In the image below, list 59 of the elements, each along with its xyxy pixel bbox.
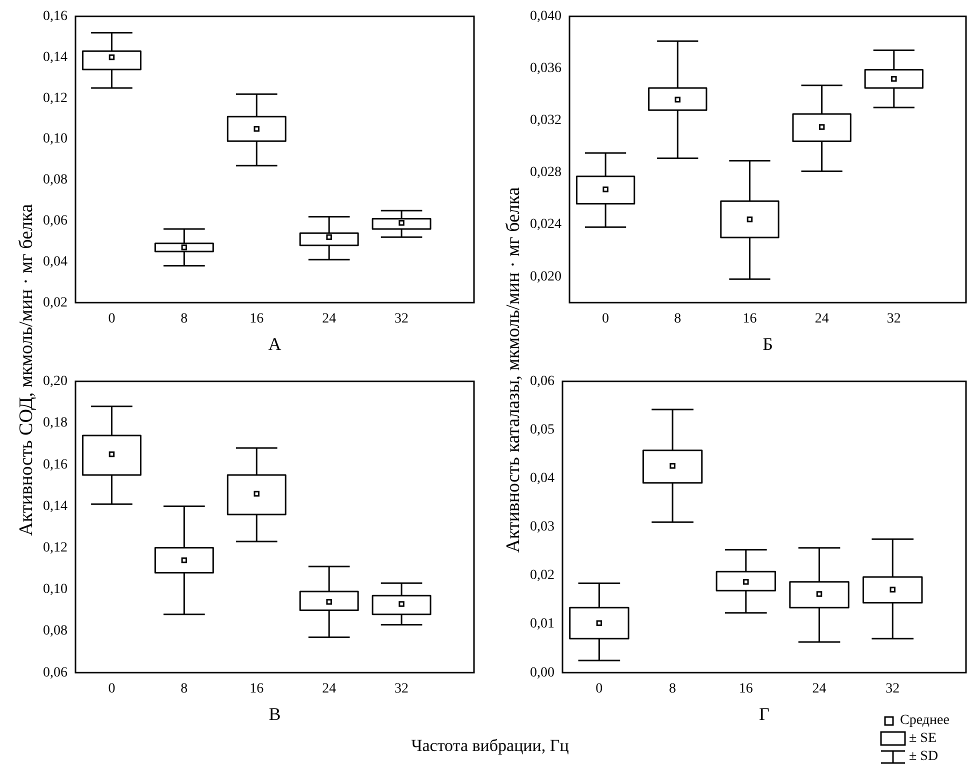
x-tick-label: 16: [250, 312, 264, 327]
text: ± SD: [909, 749, 938, 765]
y-tick-label: 0,08: [43, 624, 68, 639]
x-axis-title: А: [268, 334, 282, 354]
y-tick-label: 0,036: [530, 61, 562, 76]
x-tick-label: 24: [812, 682, 826, 697]
y-tick-label: 0,06: [43, 665, 68, 680]
x-tick-label: 8: [180, 682, 188, 697]
x-tick-label: 32: [394, 312, 409, 327]
y-tick-label: 0,12: [43, 540, 68, 556]
y-tick-label: 0,20: [43, 374, 68, 390]
x-tick-label: 0: [596, 682, 603, 697]
x-tick-label: 0: [602, 312, 610, 327]
x-tick-label: 8: [669, 682, 676, 697]
y-tick-label: 0,12: [43, 90, 68, 106]
y-tick-label: 0,08: [43, 172, 68, 188]
y-tick-label: 0,18: [43, 416, 68, 431]
x-axis-title: Г: [759, 704, 770, 724]
y-tick-label: 0,01: [530, 616, 554, 632]
x-tick-label: 24: [814, 312, 829, 327]
x-tick-label: 16: [250, 682, 264, 697]
x-tick-label: 0: [108, 312, 116, 327]
y-tick-label: 0,16: [43, 9, 68, 24]
x-tick-label: 24: [322, 312, 336, 327]
x-tick-label: 32: [886, 682, 900, 697]
x-axis-title: Б: [762, 334, 773, 354]
y-tick-label: 0,020: [530, 269, 562, 284]
y-tick-label: 0,06: [43, 214, 68, 228]
y-tick-label: 0,14: [43, 498, 68, 514]
y-tick-label: 0,00: [530, 665, 554, 680]
y-tick-label: 0,14: [43, 50, 68, 65]
x-tick-label: 0: [108, 682, 116, 697]
y-tick-label: 0,024: [530, 217, 562, 232]
x-tick-label: 8: [674, 312, 682, 327]
x-axis-title: В: [268, 704, 281, 724]
y-tick-label: 0,10: [43, 582, 68, 598]
y-tick-label: 0,03: [530, 520, 554, 535]
y-axis-title: Активность СОД, мкмоль/мин · мг белка: [16, 204, 38, 536]
text: ± SE: [909, 731, 937, 747]
y-tick-label: 0,02: [530, 568, 554, 584]
text: Среднее: [900, 713, 950, 729]
y-tick-label: 0,028: [530, 165, 562, 180]
x-tick-label: 32: [394, 682, 409, 697]
y-tick-label: 0,032: [530, 113, 562, 128]
y-tick-label: 0,04: [530, 471, 554, 486]
x-tick-label: 16: [738, 682, 753, 697]
y-tick-label: 0,04: [43, 254, 68, 270]
x-tick-label: 8: [180, 312, 188, 327]
y-tick-label: 0,040: [530, 9, 562, 24]
y-tick-label: 0,06: [530, 374, 554, 390]
x-tick-label: 16: [742, 312, 757, 327]
x-tick-label: 24: [322, 682, 336, 697]
y-tick-label: 0,02: [43, 295, 68, 310]
text: Частота вибрации, Гц: [411, 736, 569, 756]
x-tick-label: 32: [886, 312, 901, 327]
y-axis-title: Активность каталазы, мкмоль/мин · мг белка: [503, 187, 525, 553]
y-tick-label: 0,10: [43, 132, 68, 147]
y-tick-label: 0,05: [530, 422, 554, 438]
y-tick-label: 0,16: [43, 457, 68, 472]
